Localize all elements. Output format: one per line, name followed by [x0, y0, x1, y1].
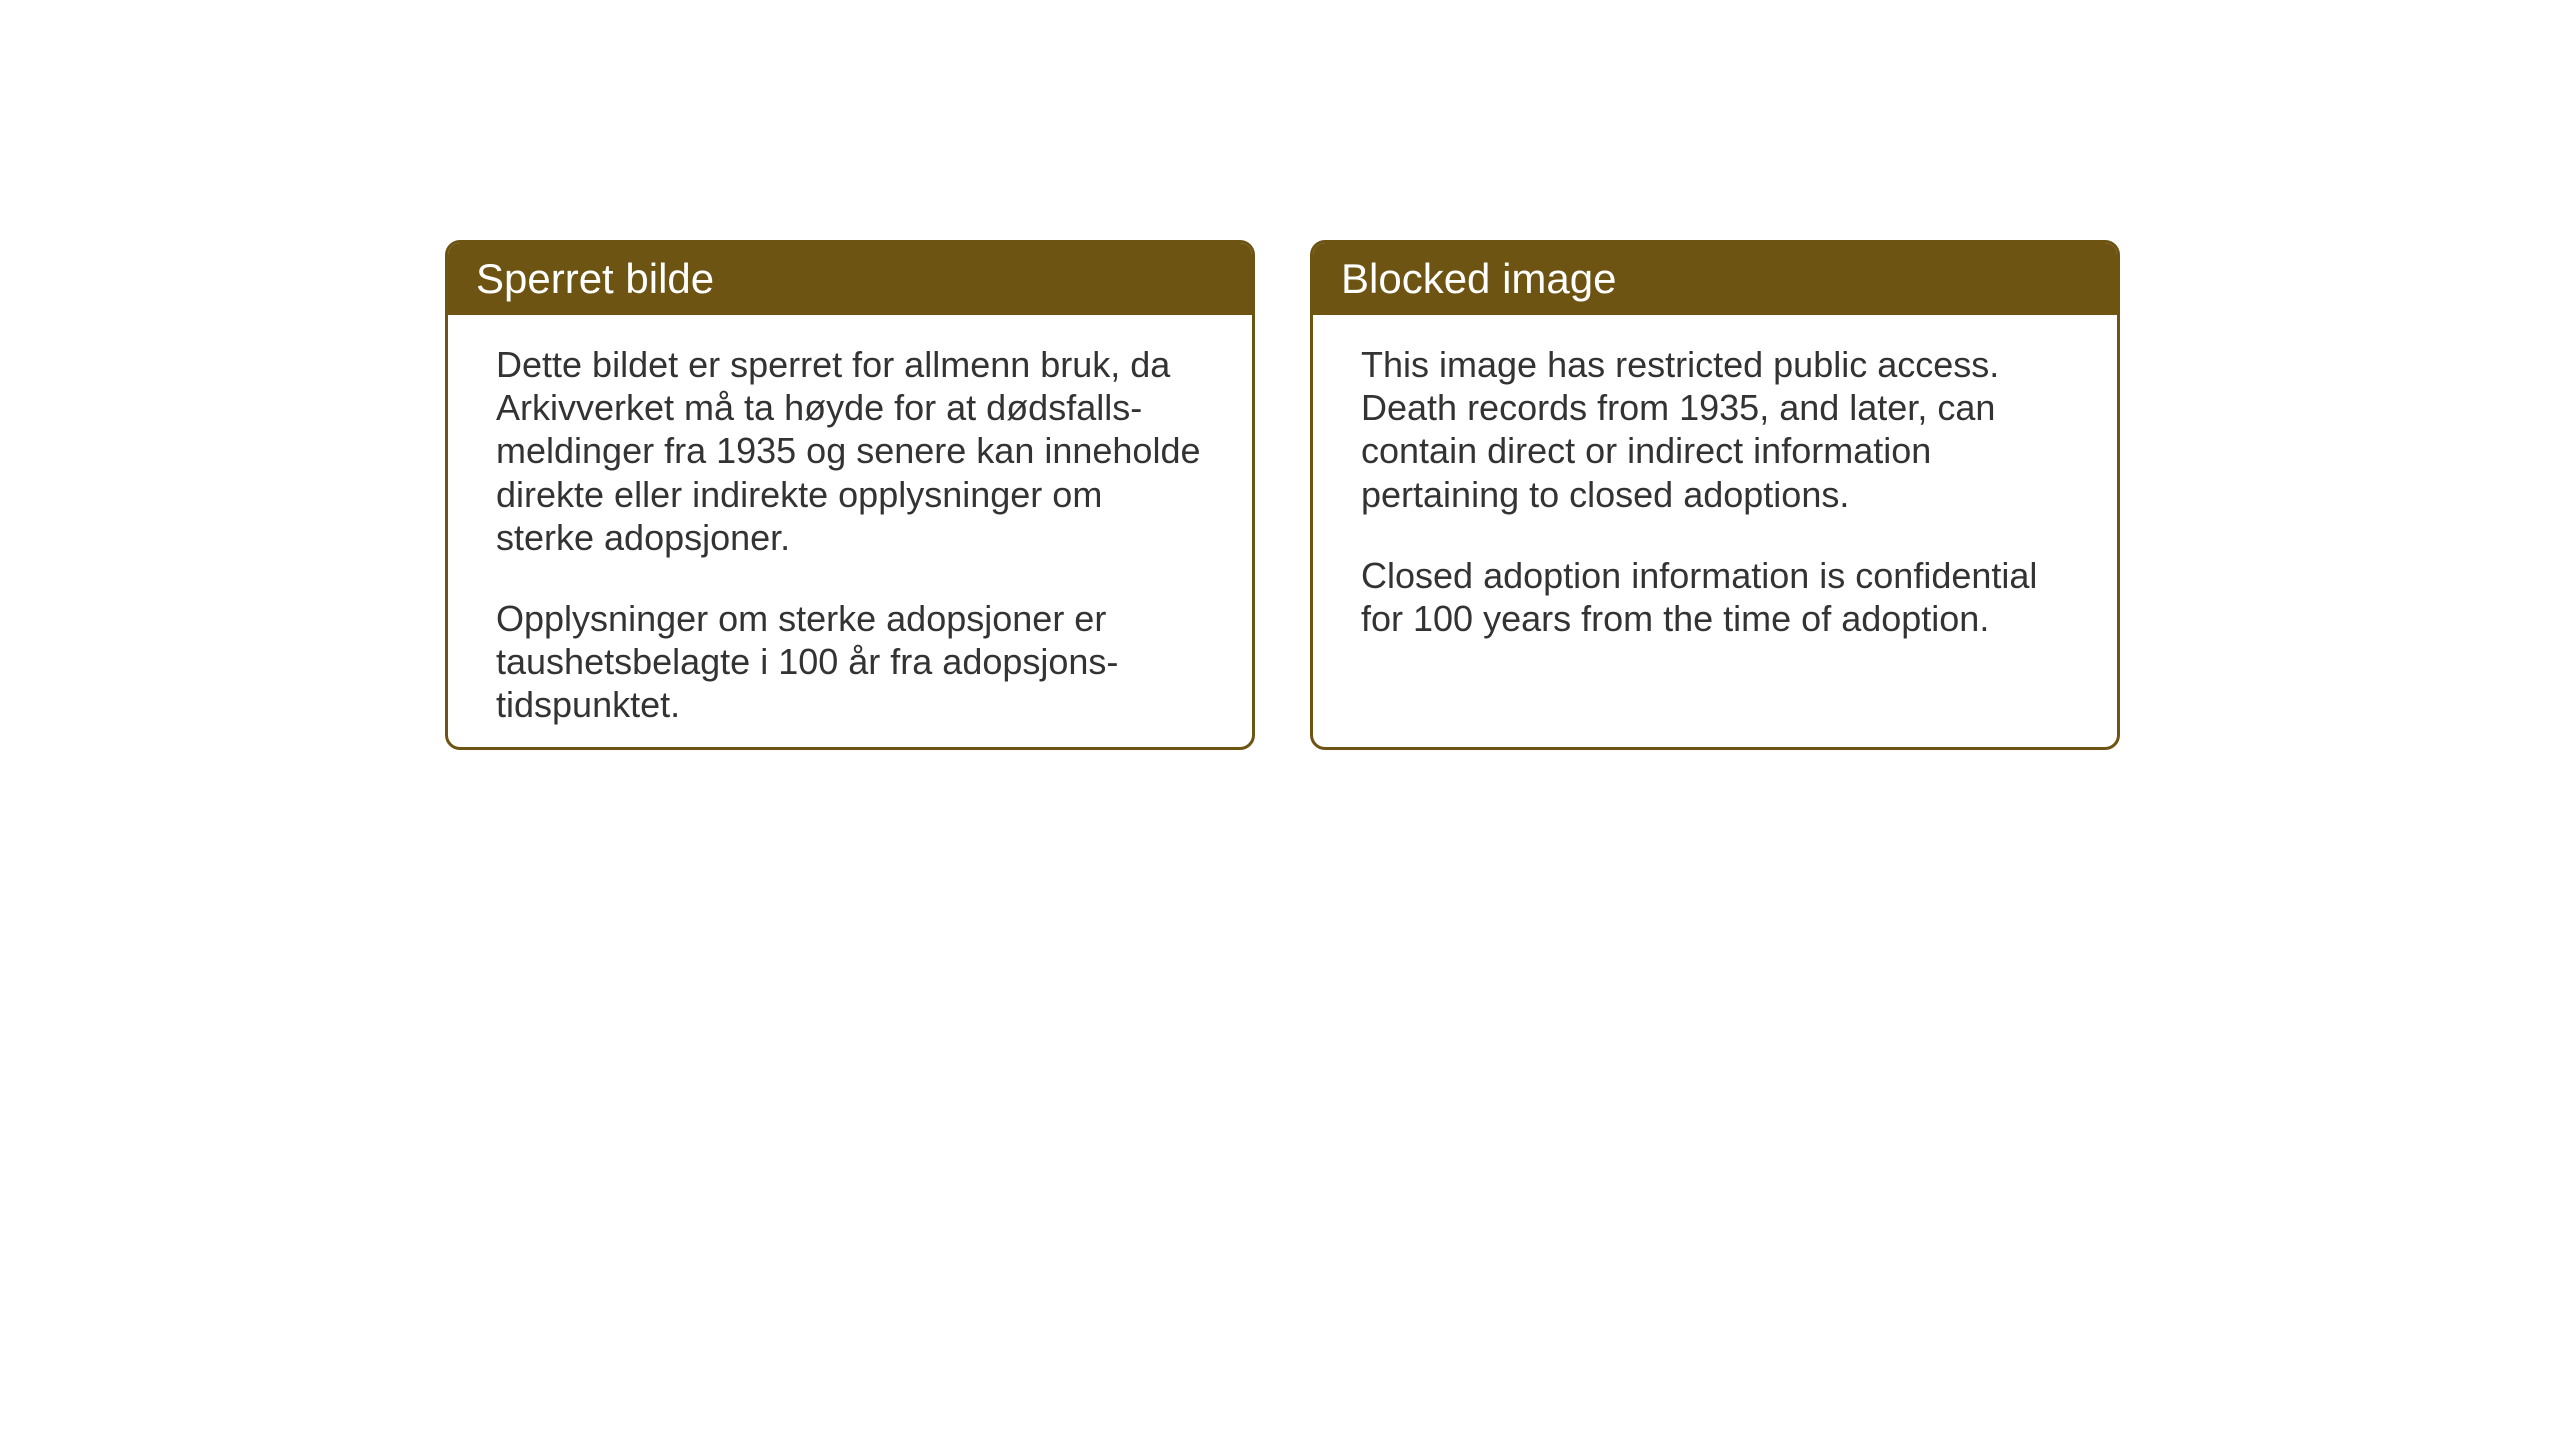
english-card-body: This image has restricted public access.…: [1313, 315, 2117, 680]
norwegian-card-body: Dette bildet er sperret for allmenn bruk…: [448, 315, 1252, 750]
norwegian-paragraph-2: Opplysninger om sterke adopsjoner er tau…: [496, 597, 1204, 727]
english-paragraph-2: Closed adoption information is confident…: [1361, 554, 2069, 640]
norwegian-card: Sperret bilde Dette bildet er sperret fo…: [445, 240, 1255, 750]
english-card-text: This image has restricted public access.…: [1361, 343, 2069, 640]
english-card: Blocked image This image has restricted …: [1310, 240, 2120, 750]
cards-container: Sperret bilde Dette bildet er sperret fo…: [445, 240, 2120, 750]
english-card-title: Blocked image: [1313, 243, 2117, 315]
norwegian-paragraph-1: Dette bildet er sperret for allmenn bruk…: [496, 343, 1204, 559]
english-paragraph-1: This image has restricted public access.…: [1361, 343, 2069, 516]
norwegian-card-title: Sperret bilde: [448, 243, 1252, 315]
norwegian-card-text: Dette bildet er sperret for allmenn bruk…: [496, 343, 1204, 727]
